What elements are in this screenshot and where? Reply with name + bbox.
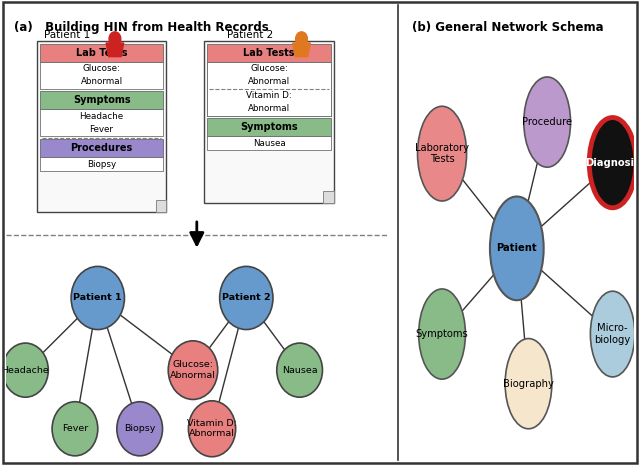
- Circle shape: [52, 402, 98, 456]
- FancyBboxPatch shape: [204, 41, 334, 203]
- Text: Laboratory
Tests: Laboratory Tests: [415, 143, 469, 165]
- Text: Patient 1: Patient 1: [45, 30, 91, 40]
- Text: Symptoms: Symptoms: [415, 329, 468, 339]
- Text: Nausea: Nausea: [253, 139, 285, 148]
- Circle shape: [419, 289, 465, 379]
- Text: Biopsy: Biopsy: [124, 424, 156, 433]
- Circle shape: [220, 266, 273, 330]
- Circle shape: [188, 401, 236, 457]
- Text: Procedures: Procedures: [70, 143, 132, 153]
- Text: Micro-
biology: Micro- biology: [595, 323, 630, 345]
- Polygon shape: [156, 199, 166, 212]
- Text: Abnormal: Abnormal: [248, 77, 290, 86]
- Polygon shape: [106, 43, 124, 57]
- Text: Diagnosis: Diagnosis: [585, 158, 640, 168]
- FancyBboxPatch shape: [207, 44, 331, 62]
- Circle shape: [296, 32, 307, 46]
- Circle shape: [3, 343, 48, 397]
- FancyBboxPatch shape: [207, 62, 331, 116]
- Text: Glucose:: Glucose:: [83, 64, 120, 73]
- Circle shape: [71, 266, 124, 330]
- Text: Fever: Fever: [90, 125, 114, 134]
- Circle shape: [168, 341, 218, 399]
- Text: Nausea: Nausea: [282, 365, 317, 375]
- Text: Procedure: Procedure: [522, 117, 572, 127]
- Circle shape: [505, 339, 552, 429]
- Circle shape: [524, 77, 570, 167]
- Text: Headache: Headache: [1, 365, 49, 375]
- Text: Symptoms: Symptoms: [73, 95, 131, 106]
- Text: Patient 2: Patient 2: [227, 30, 273, 40]
- Circle shape: [589, 118, 636, 208]
- FancyBboxPatch shape: [40, 139, 163, 157]
- FancyBboxPatch shape: [207, 119, 331, 137]
- Text: Vitamin D:
Abnormal: Vitamin D: Abnormal: [187, 419, 237, 438]
- Text: Lab Tests: Lab Tests: [76, 47, 127, 58]
- Text: Vitamin D:: Vitamin D:: [246, 91, 292, 100]
- FancyBboxPatch shape: [40, 92, 163, 109]
- Circle shape: [117, 402, 163, 456]
- Text: (a)   Building HIN from Health Records: (a) Building HIN from Health Records: [14, 20, 269, 33]
- Text: Patient 1: Patient 1: [74, 293, 122, 302]
- Text: Symptoms: Symptoms: [241, 122, 298, 133]
- Text: Abnormal: Abnormal: [81, 77, 123, 86]
- Text: Patient 2: Patient 2: [222, 293, 271, 302]
- FancyBboxPatch shape: [207, 137, 331, 150]
- Circle shape: [417, 106, 467, 201]
- Circle shape: [590, 291, 635, 377]
- Polygon shape: [323, 191, 334, 203]
- FancyBboxPatch shape: [40, 62, 163, 89]
- Text: Glucose:
Abnormal: Glucose: Abnormal: [170, 360, 216, 380]
- Circle shape: [109, 32, 121, 46]
- Text: Biopsy: Biopsy: [87, 159, 116, 168]
- FancyBboxPatch shape: [40, 44, 163, 62]
- Text: Abnormal: Abnormal: [248, 105, 290, 113]
- Text: Patient: Patient: [497, 243, 537, 253]
- Text: (b) General Network Schema: (b) General Network Schema: [412, 20, 604, 33]
- Text: Biography: Biography: [503, 379, 554, 389]
- Text: Headache: Headache: [79, 112, 124, 121]
- Circle shape: [490, 197, 543, 300]
- Text: Fever: Fever: [62, 424, 88, 433]
- Text: Glucose:: Glucose:: [250, 64, 288, 73]
- FancyBboxPatch shape: [40, 109, 163, 137]
- Circle shape: [276, 343, 323, 397]
- FancyBboxPatch shape: [37, 41, 166, 212]
- FancyBboxPatch shape: [40, 157, 163, 171]
- FancyBboxPatch shape: [207, 62, 331, 116]
- Polygon shape: [292, 43, 310, 57]
- Text: Lab Tests: Lab Tests: [243, 47, 295, 58]
